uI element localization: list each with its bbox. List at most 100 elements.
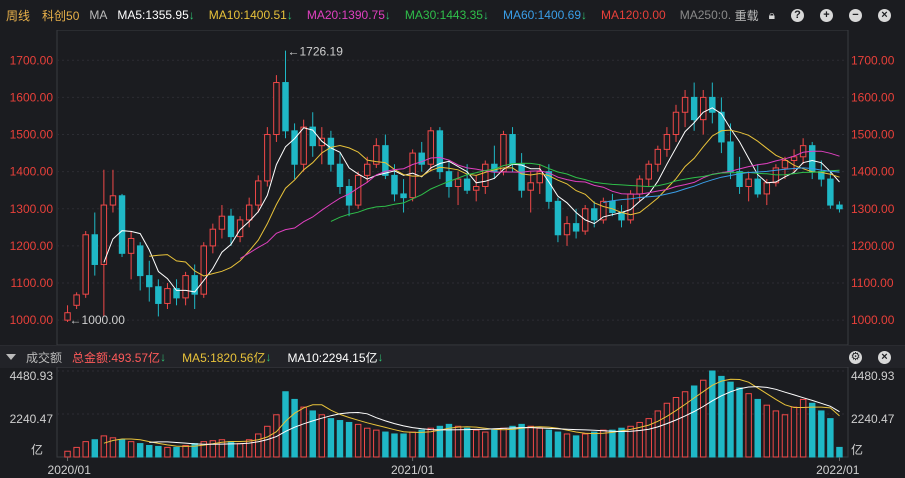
volume-bar — [663, 402, 671, 458]
volume-bar — [563, 433, 571, 458]
indicator-name[interactable]: MA — [89, 8, 108, 22]
volume-bar — [763, 404, 771, 458]
ma-label: MA30:1443.35 — [404, 8, 483, 22]
ma-label: MA60:1400.69 — [502, 8, 582, 22]
volume-bar — [681, 391, 689, 458]
down-arrow-icon: ↓ — [160, 350, 167, 364]
y-tick-label: 1400.00 — [10, 165, 54, 179]
volume-bar — [391, 433, 398, 458]
volume-bar — [382, 431, 389, 458]
candle-body — [463, 178, 471, 191]
volume-total: 总金额:493.57亿 — [72, 350, 161, 365]
y-tick-label-right: 1100.00 — [851, 276, 894, 290]
volume-bar — [373, 429, 380, 458]
collapse-icon[interactable] — [6, 354, 16, 360]
zoom-in-icon[interactable]: + — [820, 9, 833, 22]
volume-bar — [554, 431, 562, 458]
candle-body — [318, 137, 326, 147]
settings-icon[interactable]: ⚙ — [849, 351, 862, 364]
volume-bar — [173, 446, 180, 458]
volume-bar — [745, 393, 752, 458]
volume-bar — [200, 441, 207, 458]
candle-body — [382, 145, 389, 176]
candle-body — [236, 219, 244, 238]
candle-body — [373, 145, 380, 165]
volume-bar — [781, 414, 789, 458]
volume-bar — [736, 387, 743, 458]
volume-bar — [300, 406, 307, 458]
candle-body — [282, 82, 289, 132]
candle-body — [690, 96, 698, 121]
candle-body — [418, 152, 425, 165]
volume-bar — [808, 402, 816, 458]
down-arrow-icon: ↓ — [377, 350, 384, 364]
volume-bar — [600, 429, 607, 458]
candle-body — [681, 96, 689, 113]
tab-weekly[interactable]: 周线 — [6, 8, 31, 23]
candle-body — [645, 163, 652, 180]
volume-bar — [318, 414, 326, 458]
help-icon[interactable]: ? — [791, 9, 804, 22]
candle-body — [736, 171, 743, 187]
zoom-out-icon[interactable]: − — [849, 9, 862, 22]
down-arrow-icon: ↓ — [265, 350, 272, 364]
candle-body — [146, 275, 153, 288]
candle-body — [618, 211, 625, 221]
volume-bar — [645, 418, 652, 458]
high-label: ←1726.19 — [287, 45, 343, 59]
y-tick-label-right: 1300.00 — [851, 202, 895, 216]
y-tick-label-right: 1000.00 — [851, 313, 895, 327]
candle-body — [836, 204, 843, 210]
volume-chart[interactable]: 4480.93 4480.93 2240.47 2240.47 亿 亿 2020/01 202… — [0, 367, 905, 478]
volume-tick-label-right: 2240.47 — [851, 412, 895, 426]
volume-bar — [445, 423, 453, 458]
down-arrow-icon: ↓ — [286, 8, 293, 22]
candle-body — [82, 234, 89, 295]
volume-bar — [91, 439, 99, 458]
candle-body — [173, 288, 180, 299]
candle-body — [127, 237, 135, 254]
candle-body — [291, 130, 298, 165]
volume-bar — [472, 429, 480, 458]
candle-body — [64, 312, 71, 321]
volume-bar — [336, 420, 344, 458]
candle-body — [536, 171, 543, 184]
ma-label: MA10:1400.51 — [208, 8, 287, 22]
volume-ma-line — [149, 386, 840, 445]
volume-bar — [364, 427, 371, 458]
volume-unit-label-right: 亿 — [851, 442, 863, 457]
down-arrow-icon: ↓ — [482, 8, 489, 22]
volume-bar — [790, 406, 798, 458]
candle-body — [808, 145, 816, 173]
volume-tick-label: 4480.93 — [10, 369, 54, 383]
candle-body — [591, 208, 598, 221]
candle-body — [672, 111, 680, 136]
volume-bar — [818, 410, 825, 458]
ma-values: MA5:1355.95↓ MA10:1400.51↓ MA20:1390.75↓ MA… — [117, 8, 745, 22]
tab-index[interactable]: 科创50 — [42, 8, 80, 23]
close-icon[interactable]: × — [878, 9, 891, 22]
reset-button[interactable]: 重载 — [734, 9, 759, 23]
candlestick-chart[interactable]: 1700.00 1700.00 1600.00 1600.00 1500.00 1500.… — [0, 30, 905, 345]
chart-tools: 重载 🔒︎ ? + − × — [735, 7, 901, 24]
volume-bar — [82, 441, 89, 458]
volume-bar — [654, 410, 662, 458]
candle-body — [572, 223, 580, 232]
y-tick-label: 1100.00 — [11, 276, 54, 290]
volume-bar — [155, 445, 162, 458]
x-tick-label: 2020/01 — [48, 463, 92, 477]
candle-body — [155, 286, 162, 304]
volume-bar — [518, 423, 525, 458]
candle-body — [191, 275, 198, 295]
y-tick-label-right: 1700.00 — [851, 53, 895, 67]
candle-body — [754, 178, 761, 195]
down-arrow-icon: ↓ — [384, 8, 391, 22]
candle-body — [118, 195, 126, 254]
candle-body — [600, 200, 607, 221]
lock-icon[interactable]: 🔒︎ — [768, 8, 775, 22]
volume-bar — [127, 441, 135, 458]
volume-bar — [218, 439, 226, 458]
candle-body — [727, 141, 734, 173]
volume-bar — [509, 425, 516, 458]
close-icon[interactable]: × — [878, 351, 891, 364]
